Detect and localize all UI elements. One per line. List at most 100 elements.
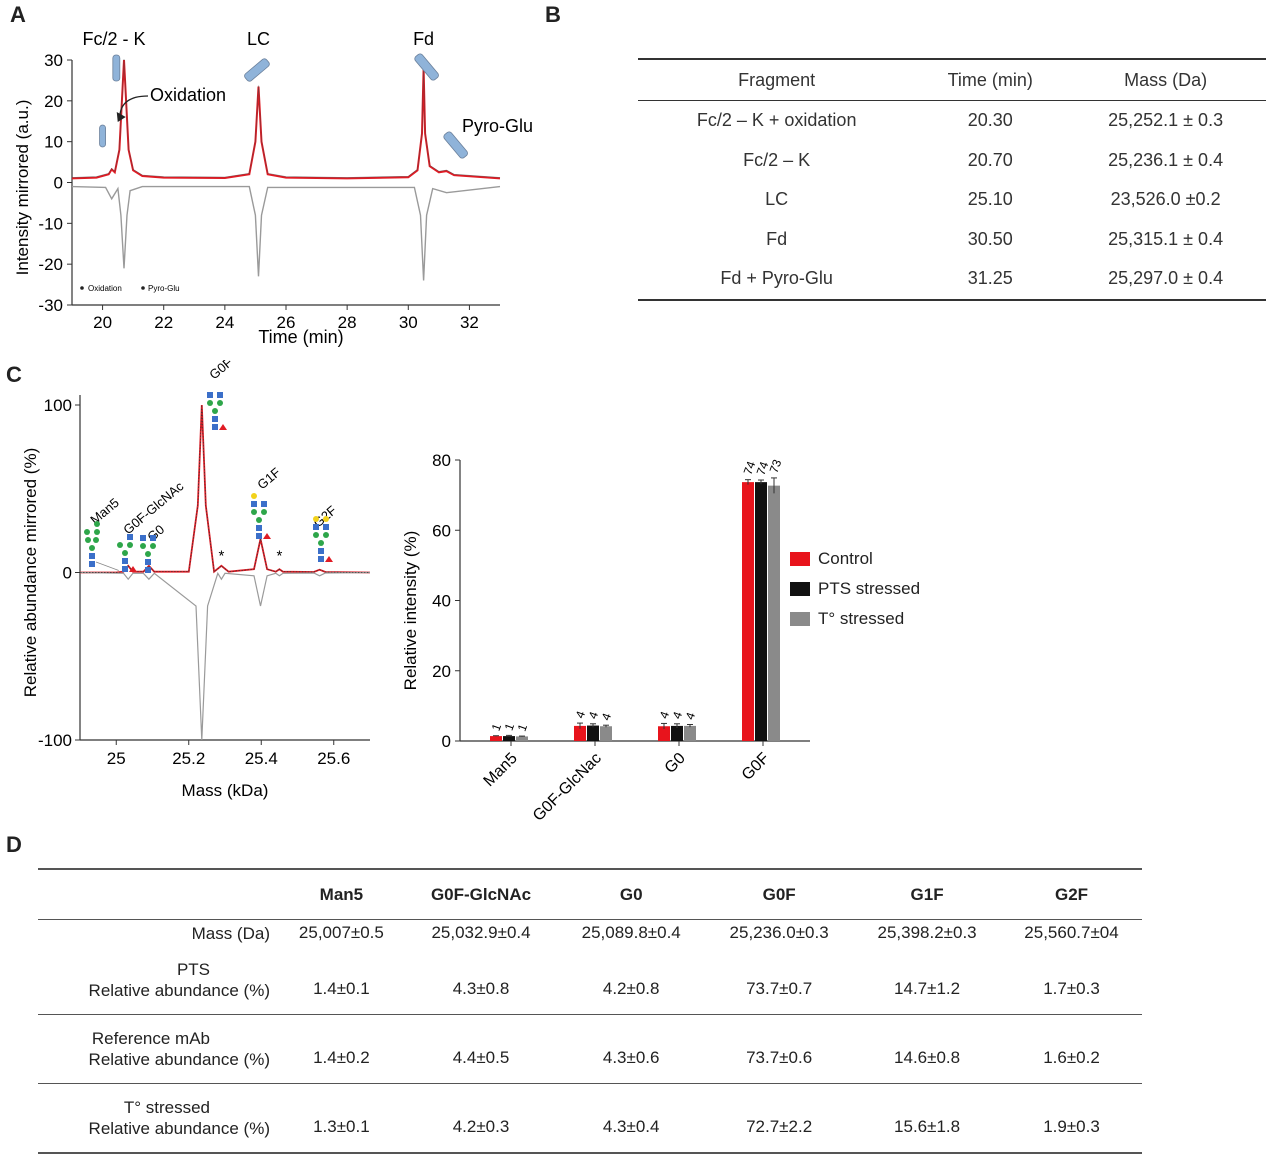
bar-data-label: 4 (683, 710, 699, 721)
glycan-glcnac-icon (122, 566, 128, 572)
glycan-glcnac-icon (261, 501, 267, 507)
y-tick-label: 80 (432, 451, 451, 470)
table-cell: Fd (766, 228, 788, 249)
table-cell: 1.4±0.2 (278, 1014, 405, 1084)
table-cell: 25,007±0.5 (298, 923, 384, 942)
annotation-oxidation: Oxidation (150, 85, 226, 105)
table-cell: 1.3±0.1 (278, 1083, 405, 1154)
glycan-mannose-icon (251, 509, 257, 515)
glycoform-col-header: G0F-GlcNAc (404, 868, 558, 920)
fragment-icon (414, 53, 439, 81)
bar-data-label: 4 (670, 709, 686, 720)
table-cell: 25,560.7±04 (1024, 923, 1119, 942)
bar-control (742, 482, 754, 741)
row-label-group: PTS (176, 960, 210, 979)
glycan-glcnac-icon (127, 534, 133, 540)
table-cell: 72.7±2.2 (705, 1083, 854, 1154)
table-row: Fd + Pyro-Glu 31.25 25,297.0 ± 0.4 (638, 259, 1266, 301)
glycan-galactose-icon (251, 493, 257, 499)
bar-t (684, 725, 696, 741)
glycan-mannose-icon (93, 537, 99, 543)
glycan-mannose-icon (84, 529, 90, 535)
table-cell: 25.10 (967, 189, 1013, 210)
x-tick-label: 24 (215, 313, 234, 332)
table-cell: 73.7±0.7 (746, 979, 813, 998)
glycan-mannose-icon (94, 521, 100, 527)
glycan-glcnac-icon (318, 548, 324, 554)
glycan-mannose-icon (89, 545, 95, 551)
x-tick-label: 26 (277, 313, 296, 332)
spectrum-overlay (80, 404, 371, 573)
glycoform-peak-label: G1F (254, 465, 283, 493)
table-cell: 4.3±0.4 (557, 1083, 706, 1154)
bar-data-label: 74 (754, 459, 772, 477)
peak-label: Fc/2 - K (82, 29, 145, 49)
glycan-mannose-icon (256, 517, 262, 523)
glycan-galactose-icon (323, 516, 329, 522)
glycan-glcnac-icon (212, 416, 218, 422)
table-row: Mass (Da) 25,007±0.5 25,032.9±0.4 25,089.8±… (38, 920, 1142, 947)
y-axis-label: Intensity mirrored (a.u.) (13, 100, 32, 276)
glycoform-col-header (38, 868, 278, 920)
x-tick-label: Man5 (481, 750, 521, 790)
y-tick-label: 40 (432, 592, 451, 611)
y-tick-label: 60 (432, 521, 451, 540)
glycan-glcnac-icon (207, 392, 213, 398)
panel-label-b: B (545, 2, 561, 27)
table-cell: LC (765, 189, 789, 210)
legend-label: Control (818, 549, 873, 568)
bar-data-label: 73 (767, 457, 785, 475)
table-cell: Fc/2 – K + oxidation (696, 110, 857, 131)
table-cell: 25,236.1 ± 0.4 (1108, 149, 1224, 170)
x-tick-label: 25.4 (245, 749, 278, 768)
table-cell: 1.6±0.2 (1001, 1014, 1142, 1084)
glycan-glcnac-icon (89, 561, 95, 567)
table-row: Fd 30.50 25,315.1 ± 0.4 (638, 220, 1266, 260)
table-cell: 25,089.8±0.4 (581, 923, 681, 942)
y-tick-label: 10 (44, 133, 63, 152)
x-tick-label: 30 (399, 313, 418, 332)
y-tick-label: 20 (432, 662, 451, 681)
legend-swatch (790, 552, 810, 566)
row-label: PTS Relative abundance (%) (38, 946, 278, 1015)
y-axis-label: Relative intensity (%) (401, 531, 420, 691)
table-cell: Fc/2 – K (743, 149, 811, 170)
table-cell: 14.6±0.8 (853, 1014, 1002, 1084)
glycan-mannose-icon (85, 537, 91, 543)
x-tick-label: 20 (93, 313, 112, 332)
spectrum-sample (80, 404, 371, 574)
small-legend-pyro-glu: Pyro-Glu (148, 284, 180, 293)
table-cell: 1.7±0.3 (1043, 979, 1100, 998)
legend-item: Control (790, 544, 920, 574)
bar-control (490, 736, 502, 741)
table-cell: 23,526.0 ±0.2 (1110, 189, 1221, 210)
bar-data-label: 1 (502, 721, 518, 732)
legend-label: PTS stressed (818, 579, 921, 598)
glycan-galactose-icon (313, 516, 319, 522)
legend-item: T° stressed (790, 604, 920, 634)
table-row: T° stressed Relative abundance (%) 1.3±0.1… (38, 1083, 1142, 1154)
bar-data-label: 4 (573, 709, 589, 720)
x-tick-label: G0F-GlcNac (530, 750, 605, 825)
asterisk-label: * (276, 548, 282, 565)
y-tick-label: -30 (38, 296, 63, 315)
table-cell: 1.9±0.3 (1001, 1083, 1142, 1154)
glycoform-col-header: G0F (705, 868, 854, 920)
row-label: T° stressed Relative abundance (%) (38, 1083, 278, 1154)
table-row: Reference mAb Relative abundance (%) 1.4±0… (38, 1014, 1142, 1084)
x-tick-label: 22 (154, 313, 173, 332)
glycan-mannose-icon (207, 400, 213, 406)
asterisk-label: * (218, 548, 224, 565)
annotation-pyro-glu: Pyro-Glu (462, 116, 533, 136)
table-cell: 4.3±0.8 (452, 979, 510, 998)
row-label-group: T° stressed (123, 1098, 210, 1117)
glycan-glcnac-icon (140, 535, 146, 541)
table-cell: 25,236.0±0.3 (729, 923, 829, 942)
oxidation-arrow (119, 95, 149, 119)
glycan-mannose-icon (313, 532, 319, 538)
table-row: Fc/2 – K 20.70 25,236.1 ± 0.4 (638, 141, 1266, 181)
glycan-glcnac-icon (256, 533, 262, 539)
y-tick-label: 30 (44, 51, 63, 70)
glycoform-table: Man5 G0F-GlcNAc G0 G0F G1F G2F Mass (Da) 25,00… (38, 868, 1142, 1154)
y-tick-label: 20 (44, 92, 63, 111)
